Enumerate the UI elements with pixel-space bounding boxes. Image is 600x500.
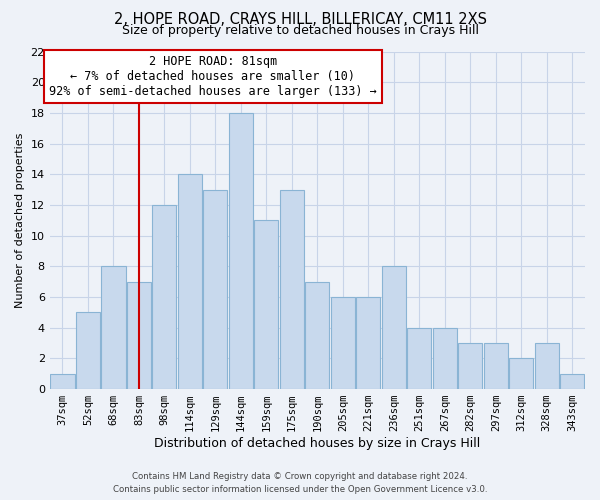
Bar: [433, 328, 457, 389]
Text: Contains HM Land Registry data © Crown copyright and database right 2024.
Contai: Contains HM Land Registry data © Crown c…: [113, 472, 487, 494]
Bar: [535, 343, 559, 389]
X-axis label: Distribution of detached houses by size in Crays Hill: Distribution of detached houses by size …: [154, 437, 481, 450]
Bar: [560, 374, 584, 389]
Bar: [76, 312, 100, 389]
Bar: [101, 266, 125, 389]
Bar: [331, 297, 355, 389]
Bar: [407, 328, 431, 389]
Bar: [178, 174, 202, 389]
Bar: [484, 343, 508, 389]
Bar: [254, 220, 278, 389]
Bar: [229, 113, 253, 389]
Text: 2, HOPE ROAD, CRAYS HILL, BILLERICAY, CM11 2XS: 2, HOPE ROAD, CRAYS HILL, BILLERICAY, CM…: [113, 12, 487, 28]
Bar: [382, 266, 406, 389]
Text: Size of property relative to detached houses in Crays Hill: Size of property relative to detached ho…: [121, 24, 479, 37]
Bar: [356, 297, 380, 389]
Bar: [50, 374, 74, 389]
Bar: [305, 282, 329, 389]
Bar: [280, 190, 304, 389]
Bar: [127, 282, 151, 389]
Bar: [203, 190, 227, 389]
Y-axis label: Number of detached properties: Number of detached properties: [15, 132, 25, 308]
Bar: [509, 358, 533, 389]
Bar: [458, 343, 482, 389]
Text: 2 HOPE ROAD: 81sqm
← 7% of detached houses are smaller (10)
92% of semi-detached: 2 HOPE ROAD: 81sqm ← 7% of detached hous…: [49, 55, 377, 98]
Bar: [152, 205, 176, 389]
